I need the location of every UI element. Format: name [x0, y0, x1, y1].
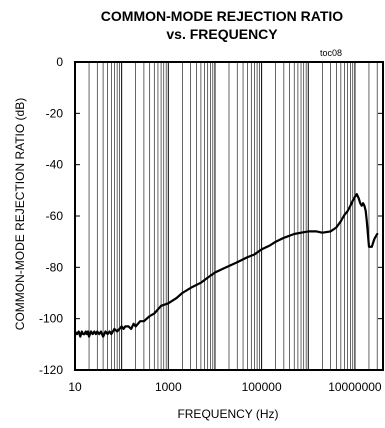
x-tick-label-1: 1000 — [155, 380, 182, 394]
chart-title-line-2: vs. FREQUENCY — [166, 26, 278, 42]
x-tick-label-3: 10000000 — [328, 380, 382, 394]
y-tick-label-5: -100 — [39, 312, 63, 326]
y-tick-label-0: 0 — [56, 55, 63, 69]
x-tick-label-0: 10 — [68, 380, 82, 394]
y-tick-label-1: -20 — [46, 106, 64, 120]
figure-tag: toc08 — [320, 48, 342, 58]
series-group — [73, 193, 379, 338]
series-line-0 — [73, 193, 379, 338]
y-tick-label-2: -40 — [46, 158, 64, 172]
y-axis-title: COMMON-MODE REJECTION RATIO (dB) — [13, 98, 27, 330]
axis-ticks: 0 -20 -40 -60 -80 -100 -120 10 1000 100000 1000000… — [39, 55, 383, 394]
grid — [88, 62, 378, 370]
y-tick-label-4: -80 — [46, 260, 64, 274]
x-tick-label-2: 100000 — [242, 380, 282, 394]
chart-title-line-1: COMMON-MODE REJECTION RATIO — [101, 8, 344, 24]
y-tick-label-6: -120 — [39, 363, 63, 377]
y-tick-label-3: -60 — [46, 209, 64, 223]
x-axis-title: FREQUENCY (Hz) — [177, 407, 278, 421]
